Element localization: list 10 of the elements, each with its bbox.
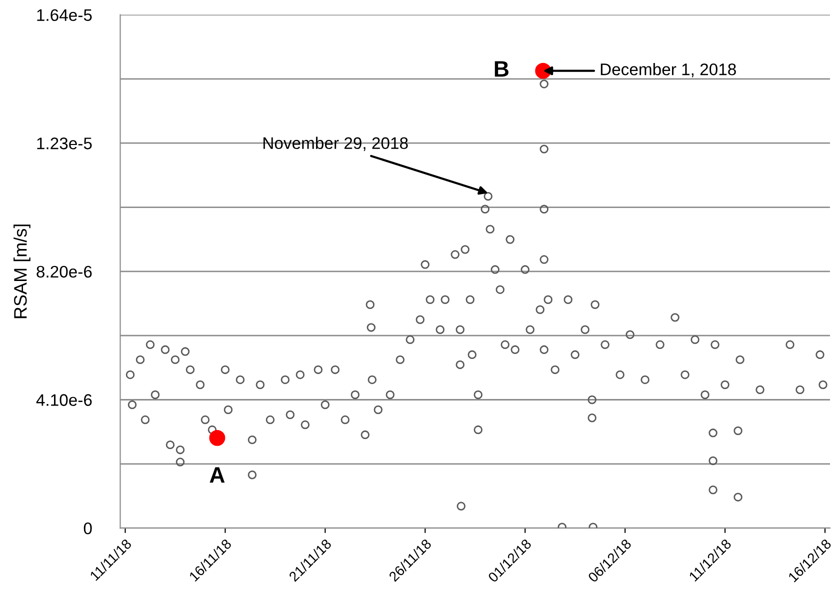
y-axis-title: RSAM [m/s]: [14, 224, 30, 318]
annotation: December 1, 2018: [600, 63, 736, 78]
y-tick-label: 1.64e-5: [37, 9, 92, 22]
annotation: B: [494, 61, 508, 77]
y-tick-label: 4.10e-6: [36, 394, 92, 406]
y-tick-label: 1.23e-5: [37, 138, 92, 150]
y-tick-label: 0: [84, 522, 92, 534]
annotation: A: [210, 467, 225, 483]
y-tick-label: 8.20e-6: [36, 266, 92, 278]
annotation: November 29, 2018: [264, 136, 408, 152]
